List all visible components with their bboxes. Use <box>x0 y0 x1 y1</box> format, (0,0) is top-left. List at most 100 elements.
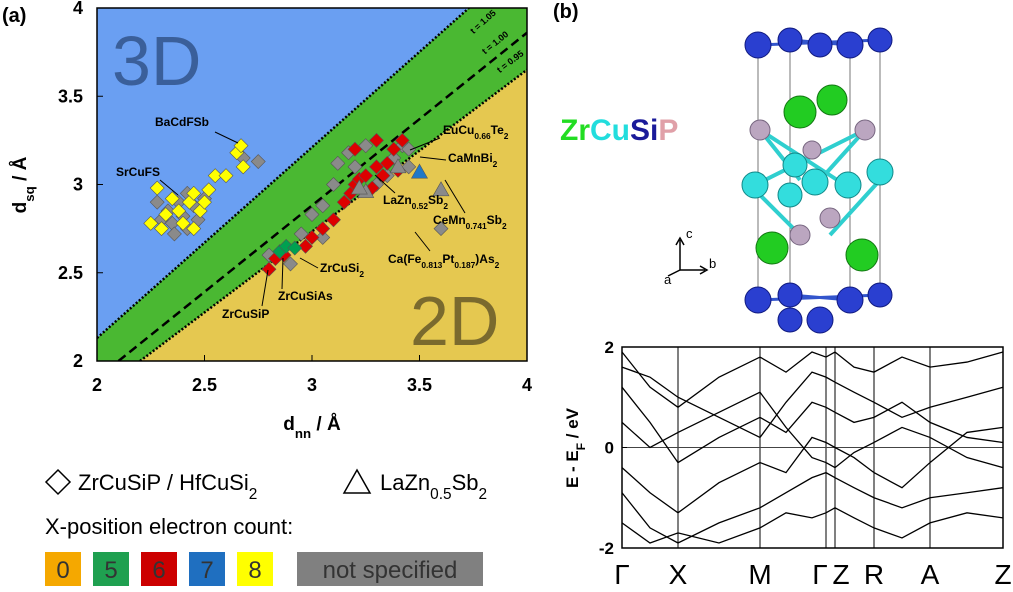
annotation: EuCu0.66Te2 <box>443 123 509 141</box>
x-tick-label: Z <box>994 559 1011 590</box>
formula-part: P <box>658 114 678 147</box>
x-tick-label: X <box>669 559 688 590</box>
x-tick-label: R <box>864 559 884 590</box>
annotation-arrow <box>281 257 284 290</box>
legend-title: X-position electron count: <box>45 514 293 539</box>
annotation-part: 0.66 <box>474 131 491 141</box>
legend-label-part: ZrCuSiP / HfCuSi <box>78 470 249 495</box>
data-point <box>432 181 450 197</box>
annotation: ZrCuSiP <box>222 307 269 321</box>
data-point <box>386 141 402 157</box>
x-tick-label: 3 <box>307 375 317 395</box>
band <box>621 386 1004 464</box>
data-point <box>350 179 368 195</box>
data-point <box>149 180 165 196</box>
annotation: LaZn0.52Sb2 <box>383 193 448 211</box>
data-point <box>164 191 180 207</box>
annotation-part: )As <box>475 252 495 266</box>
annotation-part: 2 <box>359 269 364 279</box>
data-point <box>207 168 223 184</box>
data-point <box>304 230 320 245</box>
data-point <box>304 207 320 222</box>
legend-label: LaZn0.5Sb2 <box>380 470 487 503</box>
count-swatch <box>237 552 273 586</box>
lattice-axis-label: a <box>664 272 672 287</box>
formula-part: Zr <box>560 114 590 147</box>
count-swatch <box>93 552 129 586</box>
data-point <box>389 158 407 174</box>
data-point <box>149 194 165 210</box>
band <box>621 391 1004 469</box>
x-tick-label: A <box>921 559 940 590</box>
legend-label: ZrCuSiP / HfCuSi2 <box>78 470 257 503</box>
data-point <box>433 221 449 237</box>
annotation-part: ZrCuSiP <box>222 307 269 321</box>
y-axis-label: dsq / Å <box>10 156 37 213</box>
annotation-arrow <box>214 131 239 144</box>
plot-frame <box>621 346 1004 549</box>
data-point <box>154 221 169 237</box>
data-point <box>197 194 212 210</box>
legend-label-part: LaZn <box>380 470 430 495</box>
x-tick-label: Z <box>832 559 849 590</box>
y-axis-label-part: sq <box>22 186 37 202</box>
data-point <box>287 240 303 256</box>
lattice-axis-label: c <box>686 226 693 241</box>
data-point <box>171 203 187 219</box>
count-label: 8 <box>248 557 261 584</box>
panel-label: (b) <box>553 1 579 23</box>
data-point <box>218 168 234 184</box>
y-tick-label: 2 <box>73 351 83 371</box>
count-label: 6 <box>152 557 165 584</box>
data-point <box>233 138 249 154</box>
annotation-part: Sb <box>487 213 502 227</box>
y-tick-label: 0 <box>605 439 614 458</box>
data-point <box>410 163 429 179</box>
band <box>621 366 1004 439</box>
y-axis-label-part: / eV <box>563 407 582 443</box>
count-swatch <box>141 552 177 586</box>
annotation-part: Sb <box>428 193 443 207</box>
count-label: 0 <box>56 557 69 584</box>
annotation-part: ZrCuSi <box>320 261 359 275</box>
annotation-arrow <box>374 174 396 194</box>
data-point <box>298 238 313 254</box>
legend-label-part: 2 <box>478 486 487 503</box>
lattice-axis-label: b <box>709 256 716 271</box>
y-tick-label: 2 <box>605 338 614 357</box>
annotation-part: ZrCuSiAs <box>278 289 333 303</box>
annotation-part: Ca(Fe <box>388 252 422 266</box>
annotation-part: 2 <box>493 159 498 169</box>
data-point <box>358 168 374 184</box>
legend-label-part: 0.5 <box>430 486 451 503</box>
count-label: 7 <box>200 557 213 584</box>
crystal-structure <box>667 27 894 334</box>
annotation-part: 0.187 <box>454 260 475 270</box>
data-point <box>186 221 202 237</box>
data-point <box>369 132 384 148</box>
annotation-part: EuCu <box>443 123 474 137</box>
data-point <box>315 198 331 214</box>
count-swatch <box>189 552 225 586</box>
annotation-part: Pt <box>442 252 454 266</box>
data-point <box>330 155 346 171</box>
formula-part: Cu <box>590 114 630 147</box>
formula-part: Si <box>630 114 658 147</box>
annotation-arrow <box>409 137 441 151</box>
t-line <box>117 31 527 361</box>
annotation-part: 0.52 <box>412 201 429 211</box>
data-point <box>235 159 251 175</box>
t-line <box>97 8 470 339</box>
y-tick-label: 4 <box>73 0 83 18</box>
data-point <box>379 155 395 171</box>
annotation: CeMn0.741Sb2 <box>433 213 507 231</box>
annotation-part: 2 <box>504 131 509 141</box>
count-swatch <box>297 552 483 586</box>
data-point <box>143 215 159 231</box>
panel-label: (a) <box>2 5 26 27</box>
annotation-part: 2 <box>443 201 448 211</box>
x-axis-label: dnn / Å <box>283 414 341 441</box>
annotation-arrow <box>444 179 466 214</box>
